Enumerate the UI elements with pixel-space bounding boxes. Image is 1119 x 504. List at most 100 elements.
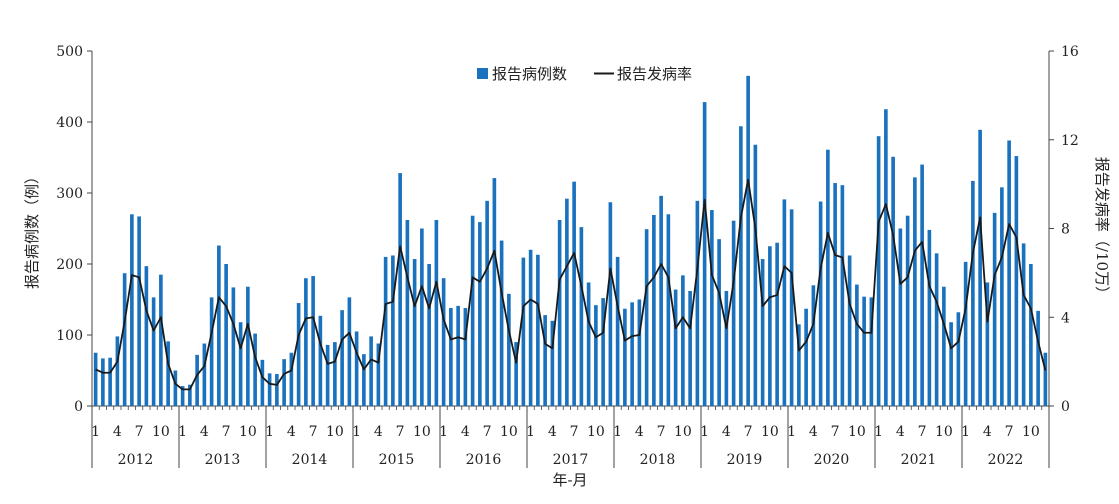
- bar: [934, 253, 939, 406]
- bar: [122, 273, 127, 406]
- bar: [108, 357, 112, 406]
- x-month-label: 4: [983, 424, 992, 440]
- bar: [130, 214, 134, 406]
- bar: [1014, 156, 1019, 406]
- x-month-label: 1: [265, 424, 274, 440]
- x-month-label: 10: [152, 424, 170, 440]
- bar: [956, 312, 961, 406]
- bar: [891, 156, 895, 406]
- x-month-label: 10: [326, 424, 344, 440]
- bar: [180, 386, 185, 406]
- bar: [485, 200, 489, 406]
- bar: [1036, 310, 1040, 406]
- bar: [673, 289, 678, 406]
- bars-group: [93, 75, 1048, 407]
- bar: [441, 278, 446, 406]
- x-month-label: 1: [526, 424, 535, 440]
- y-right-tick-label: 12: [1061, 133, 1079, 149]
- bar: [789, 209, 794, 406]
- x-year-label: 2014: [292, 452, 328, 468]
- x-month-label: 10: [587, 424, 605, 440]
- x-month-label: 4: [896, 424, 905, 440]
- bar: [514, 342, 518, 406]
- bar: [543, 315, 547, 406]
- bar: [739, 126, 743, 406]
- x-month-label: 10: [761, 424, 779, 440]
- bar: [724, 290, 729, 406]
- x-year-label: 2012: [118, 452, 154, 468]
- y-left-tick-label: 0: [74, 399, 83, 415]
- legend-label-bar: 报告病例数: [492, 65, 567, 83]
- bar: [420, 228, 424, 406]
- bar: [913, 177, 917, 406]
- bar: [267, 373, 272, 406]
- bar: [340, 310, 344, 406]
- bar: [202, 343, 207, 406]
- x-month-label: 10: [413, 424, 431, 440]
- x-month-label: 1: [700, 424, 709, 440]
- bar: [942, 286, 946, 406]
- x-month-label: 4: [374, 424, 383, 440]
- x-month-label: 7: [135, 424, 144, 440]
- bar: [637, 299, 642, 406]
- x-month-label: 10: [935, 424, 953, 440]
- bar: [260, 359, 265, 406]
- bar: [557, 219, 562, 406]
- bar: [456, 305, 460, 406]
- bar: [405, 219, 410, 406]
- bar: [681, 275, 685, 406]
- y-right-tick-label: 8: [1061, 222, 1070, 238]
- axes-group: 0 100 200 300 400 500 0 4 8 12 16: [56, 44, 1079, 468]
- x-month-label: 1: [613, 424, 622, 440]
- y-right-tick-label: 4: [1061, 310, 1070, 326]
- bar: [195, 354, 199, 406]
- bar: [565, 198, 569, 406]
- bar: [173, 370, 178, 406]
- y-axis-right-title: 报告发病率（/10万）: [1093, 157, 1111, 301]
- bar: [623, 308, 627, 406]
- x-month-label: 4: [461, 424, 470, 440]
- x-month-label: 7: [744, 424, 753, 440]
- y-left-tick-label: 100: [56, 328, 83, 344]
- bar: [209, 297, 214, 406]
- x-month-label: 7: [396, 424, 405, 440]
- bar: [659, 195, 663, 406]
- bar: [666, 214, 671, 406]
- bar: [898, 228, 903, 406]
- x-month-label: 10: [500, 424, 518, 440]
- bar: [1007, 140, 1011, 406]
- bar: [949, 322, 953, 406]
- bar: [731, 220, 736, 406]
- x-month-label: 10: [1022, 424, 1040, 440]
- bar: [354, 331, 359, 406]
- bar: [463, 308, 468, 406]
- x-month-label: 1: [787, 424, 796, 440]
- bar: [855, 284, 859, 406]
- bar: [905, 215, 910, 406]
- bar: [492, 178, 497, 406]
- bar: [644, 229, 649, 406]
- x-month-label: 1: [874, 424, 883, 440]
- x-year-label: 2013: [205, 452, 241, 468]
- bar: [217, 245, 221, 406]
- bar: [1029, 264, 1033, 406]
- x-month-label: 10: [239, 424, 257, 440]
- bar: [347, 297, 352, 406]
- y-right-tick-label: 0: [1061, 399, 1070, 415]
- bar: [710, 210, 714, 406]
- bar: [804, 308, 808, 406]
- bar: [782, 199, 787, 406]
- x-year-label: 2018: [640, 452, 676, 468]
- line-group: [95, 178, 1047, 391]
- bar: [318, 315, 323, 406]
- x-month-label: 7: [918, 424, 927, 440]
- y-axis-left-title: 报告病例数（例）: [23, 169, 41, 289]
- bar: [1000, 187, 1004, 406]
- bar: [159, 274, 163, 406]
- x-month-label: 4: [113, 424, 122, 440]
- bar: [862, 296, 866, 406]
- bar: [608, 202, 613, 406]
